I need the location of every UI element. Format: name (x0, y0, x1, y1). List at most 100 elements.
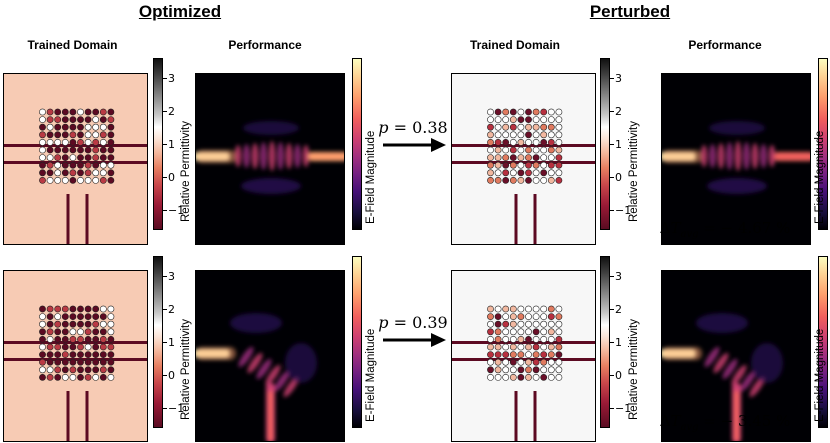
rod (46, 108, 54, 116)
rod (54, 108, 62, 116)
rod (54, 313, 62, 320)
rod (61, 169, 69, 177)
rod (509, 177, 517, 184)
waveguide-horizontal (452, 144, 595, 147)
rod (555, 374, 563, 381)
rod (69, 366, 77, 374)
rod (69, 139, 77, 146)
rod (39, 123, 46, 131)
rod (92, 108, 100, 116)
rod (99, 374, 107, 381)
rod (46, 139, 54, 146)
rod (92, 305, 100, 313)
perturbation-label-1: p = 0.38 (378, 118, 448, 137)
rod (525, 328, 532, 336)
rod (502, 131, 510, 139)
permittivity-opt-2-tick-label: 0 (168, 369, 175, 383)
rod (555, 154, 563, 161)
rod (69, 305, 77, 313)
rod (487, 139, 494, 146)
rod (61, 351, 69, 358)
rod (540, 146, 548, 154)
rod (107, 131, 115, 139)
rod (107, 320, 115, 328)
rod (92, 328, 100, 336)
rod (69, 131, 77, 139)
rod (99, 139, 107, 146)
rod (61, 366, 69, 374)
rod (487, 374, 494, 381)
rod (532, 169, 540, 177)
perturbation-arrow-2 (383, 333, 446, 347)
waveguide-vertical (85, 391, 89, 441)
rod (555, 305, 563, 313)
rod (525, 108, 532, 116)
rod (77, 139, 84, 146)
rod (532, 374, 540, 381)
rod (487, 146, 494, 154)
waveguide-vertical (66, 391, 70, 441)
perturbed-field-panel-1 (661, 73, 811, 245)
permittivity-axis-label-pert-2: Relative Permittivity (628, 319, 640, 420)
rod (39, 343, 46, 351)
rod (46, 169, 54, 177)
rod (77, 116, 84, 123)
rod (61, 305, 69, 313)
rod (61, 161, 69, 169)
rod (555, 313, 563, 320)
rod (555, 139, 563, 146)
field-colorbar-opt-2 (352, 256, 362, 428)
rod (525, 313, 532, 320)
perturbation-label-2: p = 0.39 (378, 313, 448, 332)
rod (547, 131, 555, 139)
rod (107, 154, 115, 161)
rod (84, 116, 92, 123)
rod (547, 313, 555, 320)
rod (46, 161, 54, 169)
rod (46, 116, 54, 123)
rod (547, 351, 555, 358)
permittivity-pert-1-tick-label: 1 (615, 138, 622, 151)
rod (502, 108, 510, 116)
rod (69, 351, 77, 358)
rod (487, 336, 494, 343)
rod (84, 336, 92, 343)
rod (532, 358, 540, 366)
rod (69, 343, 77, 351)
optimized-trained-domain-title: Trained Domain (27, 38, 118, 52)
rod (46, 320, 54, 328)
rod (540, 108, 548, 116)
rod (54, 366, 62, 374)
rod (525, 139, 532, 146)
rod (99, 108, 107, 116)
rod (517, 366, 525, 374)
rod (54, 177, 62, 184)
delta-transmission-label-1: ΔTavg = − 4.67 % (659, 219, 791, 240)
rod (540, 313, 548, 320)
rod (532, 123, 540, 131)
rod (494, 305, 502, 313)
rod (39, 154, 46, 161)
permittivity-pert-1-tick-label: 2 (615, 104, 622, 118)
rod (77, 358, 84, 366)
colorbar-tick (610, 77, 614, 79)
rod (509, 108, 517, 116)
rod (487, 108, 494, 116)
colorbar-tick (610, 308, 614, 310)
optimized-section-title: Optimized (138, 2, 222, 21)
rod (494, 366, 502, 374)
permittivity-colorbar-opt-1 (153, 58, 163, 230)
rod (107, 343, 115, 351)
rod (525, 351, 532, 358)
rod (547, 123, 555, 131)
rod (107, 161, 115, 169)
rod (555, 131, 563, 139)
rod (517, 131, 525, 139)
rod (54, 154, 62, 161)
waveguide-horizontal (452, 341, 595, 344)
rod (69, 336, 77, 343)
rod (46, 123, 54, 131)
rod (532, 351, 540, 358)
rod (107, 336, 115, 343)
rod (509, 320, 517, 328)
